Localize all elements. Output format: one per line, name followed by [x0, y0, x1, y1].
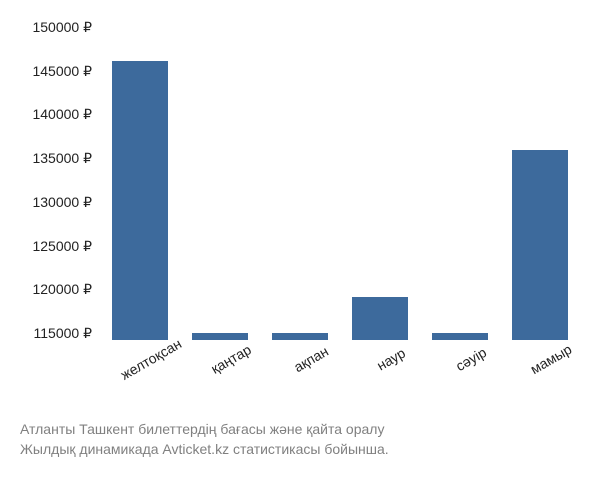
- y-tick-label: 130000 ₽: [32, 195, 92, 209]
- bar: [112, 61, 168, 340]
- y-tick-label: 145000 ₽: [32, 64, 92, 78]
- plot-area: 150000 ₽ 145000 ₽ 140000 ₽ 135000 ₽ 130000 ₽…: [20, 20, 580, 340]
- bar-slot: [500, 20, 580, 340]
- y-tick-label: 125000 ₽: [32, 239, 92, 253]
- bar: [512, 150, 568, 340]
- y-tick-label: 150000 ₽: [32, 20, 92, 34]
- y-tick-label: 135000 ₽: [32, 151, 92, 165]
- caption-line-2: Жылдық динамикада Avticket.kz статистика…: [20, 440, 580, 460]
- y-axis: 150000 ₽ 145000 ₽ 140000 ₽ 135000 ₽ 130000 ₽…: [20, 20, 100, 340]
- bar-slot: [180, 20, 260, 340]
- caption-line-1: Атланты Ташкент билеттердің бағасы және …: [20, 420, 580, 440]
- bar-slot: [420, 20, 500, 340]
- y-tick-label: 120000 ₽: [32, 282, 92, 296]
- y-tick-label: 140000 ₽: [32, 107, 92, 121]
- bar-slot: [100, 20, 180, 340]
- bars-region: [100, 20, 580, 340]
- bar-slot: [260, 20, 340, 340]
- caption: Атланты Ташкент билеттердің бағасы және …: [20, 420, 580, 459]
- x-axis: желтоқсанқаңтарақпаннаурсәуірмамыр: [100, 340, 580, 400]
- y-tick-label: 115000 ₽: [34, 326, 92, 340]
- chart-container: 150000 ₽ 145000 ₽ 140000 ₽ 135000 ₽ 130000 ₽…: [0, 0, 600, 500]
- bar-slot: [340, 20, 420, 340]
